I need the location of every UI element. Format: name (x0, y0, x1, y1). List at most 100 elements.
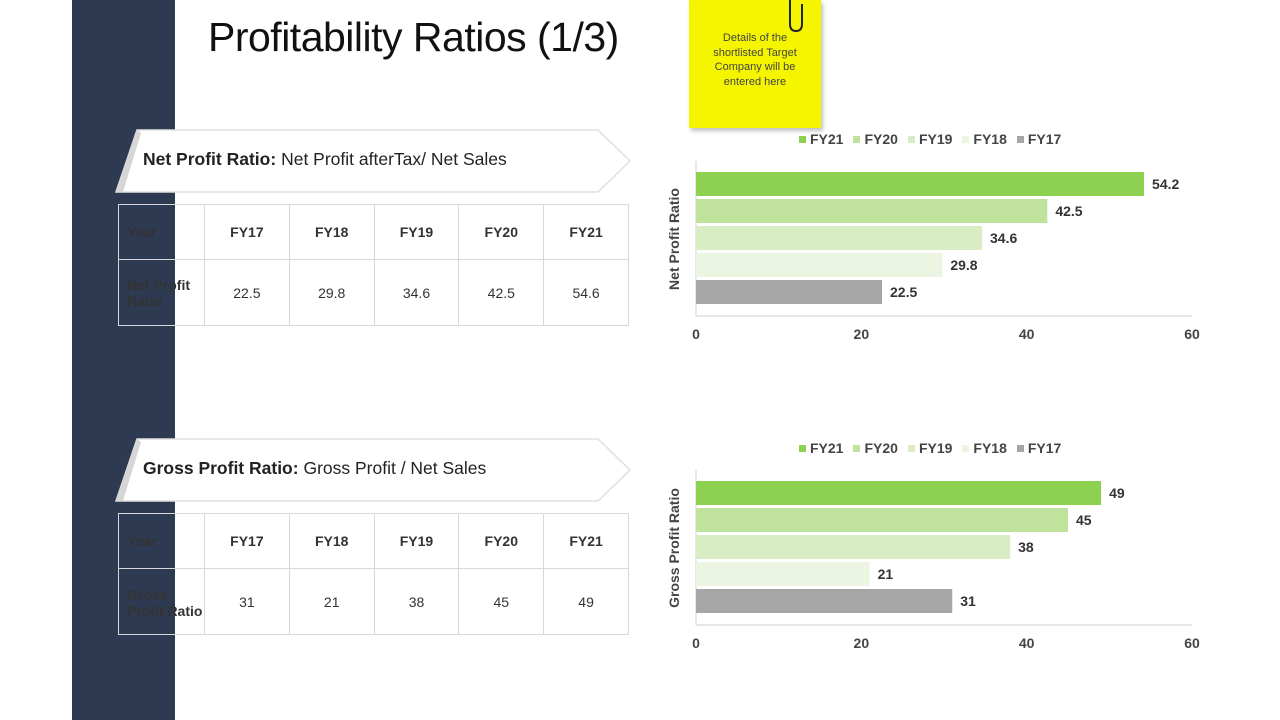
sticky-note-text: Details of the shortlisted Target Compan… (713, 32, 797, 88)
bar-fy17 (696, 589, 953, 613)
legend-label: FY21 (810, 131, 844, 147)
legend-swatch (853, 444, 861, 452)
legend-item: FY20 (853, 131, 898, 147)
legend-label: FY21 (810, 440, 844, 456)
net-profit-label: Net Profit Ratio: (143, 149, 277, 169)
legend-swatch (1016, 135, 1024, 143)
bar-fy20 (696, 508, 1068, 532)
legend-item: FY18 (962, 440, 1007, 456)
bar-value-label: 21 (878, 566, 894, 582)
x-tick-label: 20 (854, 635, 870, 651)
table-cell: 22.5 (204, 259, 290, 326)
gross-profit-banner: Gross Profit Ratio: Gross Profit / Net S… (115, 438, 632, 502)
y-axis-label: Gross Profit Ratio (666, 488, 682, 608)
bar-fy20 (696, 199, 1048, 223)
table-header-row: Year FY17 FY18 FY19 FY20 FY21 (118, 513, 629, 569)
legend-swatch (853, 135, 861, 143)
bar-value-label: 29.8 (950, 257, 977, 273)
bar-value-label: 31 (960, 593, 976, 609)
bar-value-label: 34.6 (990, 230, 1017, 246)
net-profit-formula: Net Profit Ratio: Net Profit afterTax/ N… (143, 149, 507, 170)
table-cell: 34.6 (373, 259, 460, 326)
net-profit-table: Year FY17 FY18 FY19 FY20 FY21 Net Profit… (118, 204, 629, 326)
table-header-cell: FY21 (543, 513, 629, 569)
x-tick-label: 40 (1019, 326, 1035, 342)
legend-swatch (799, 135, 806, 143)
table-row: Net Profit Ratio 22.5 29.8 34.6 42.5 54.… (118, 259, 629, 326)
table-row-label: Net Profit Ratio (118, 259, 205, 326)
table-cell: 31 (204, 568, 290, 635)
legend-item: FY20 (853, 440, 898, 456)
page-title: Profitability Ratios (1/3) (208, 14, 619, 60)
x-tick-label: 40 (1019, 635, 1035, 651)
table-row: Gross Profit Ratio 31 21 38 45 49 (118, 568, 629, 635)
table-cell: 21 (288, 568, 375, 635)
legend-label: FY18 (973, 131, 1007, 147)
table-header-cell: Year (118, 204, 205, 260)
bar-fy21 (696, 481, 1102, 505)
bar-value-label: 38 (1018, 539, 1034, 555)
legend-label: FY19 (918, 440, 953, 456)
table-cell: 54.6 (543, 259, 629, 326)
x-tick-label: 60 (1184, 635, 1200, 651)
legend-swatch (1016, 444, 1024, 452)
gross-profit-table: Year FY17 FY18 FY19 FY20 FY21 Gross Prof… (118, 513, 629, 635)
gross-profit-formula-text: Gross Profit / Net Sales (303, 458, 487, 478)
bar-value-label: 54.2 (1152, 176, 1179, 192)
table-cell: 42.5 (458, 259, 545, 326)
table-row-label: Gross Profit Ratio (118, 568, 205, 635)
table-cell: 38 (373, 568, 460, 635)
bar-value-label: 42.5 (1055, 203, 1082, 219)
legend-item: FY21 (799, 440, 843, 456)
bar-fy19 (696, 535, 1011, 559)
table-header-cell: FY21 (543, 204, 629, 260)
bar-value-label: 22.5 (890, 284, 917, 300)
legend-swatch (962, 444, 970, 452)
table-header-cell: FY17 (204, 204, 290, 260)
x-tick-label: 0 (692, 326, 700, 342)
table-cell: 45 (458, 568, 545, 635)
gross-profit-chart: FY21 FY20 FY19 FY18 FY17 0 20 40 60 49 45 38 21 31 Gr… (655, 438, 1215, 668)
table-header-cell: FY20 (458, 513, 545, 569)
x-tick-label: 60 (1184, 326, 1200, 342)
legend-item: FY19 (907, 131, 953, 147)
legend-item: FY21 (799, 131, 843, 147)
bar-fy17 (696, 280, 882, 304)
table-header-cell: Year (118, 513, 205, 569)
table-header-cell: FY20 (458, 204, 545, 260)
bar-value-label: 49 (1109, 485, 1125, 501)
legend-label: FY17 (1027, 131, 1062, 147)
net-profit-formula-text: Net Profit afterTax/ Net Sales (281, 149, 507, 169)
legend-swatch (799, 444, 806, 452)
legend-swatch (907, 135, 915, 143)
bar-value-label: 45 (1076, 512, 1092, 528)
legend-swatch (962, 135, 970, 143)
x-tick-label: 0 (692, 635, 700, 651)
bar-fy18 (696, 253, 943, 277)
legend-label: FY20 (864, 131, 898, 147)
gross-profit-formula: Gross Profit Ratio: Gross Profit / Net S… (143, 458, 486, 479)
gross-profit-label: Gross Profit Ratio: (143, 458, 299, 478)
y-axis-label: Net Profit Ratio (666, 188, 682, 290)
chart-legend: FY21 FY20 FY19 FY18 FY17 (799, 440, 1061, 456)
table-header-cell: FY18 (288, 204, 375, 260)
legend-item: FY19 (907, 440, 953, 456)
x-tick-label: 20 (854, 326, 870, 342)
legend-label: FY18 (973, 440, 1007, 456)
table-header-cell: FY19 (373, 513, 460, 569)
net-profit-banner: Net Profit Ratio: Net Profit afterTax/ N… (115, 129, 632, 193)
net-profit-chart-svg: 0 20 40 60 54.2 42.5 34.6 29.8 22.5 Net Profit Ra… (666, 161, 1200, 342)
bar-fy18 (696, 562, 870, 586)
bar-fy19 (696, 226, 983, 250)
legend-label: FY20 (864, 440, 898, 456)
sticky-note: Details of the shortlisted Target Compan… (689, 0, 821, 128)
chart-legend: FY21 FY20 FY19 FY18 FY17 (799, 131, 1061, 147)
legend-label: FY19 (918, 131, 953, 147)
legend-label: FY17 (1027, 440, 1062, 456)
paperclip-icon (789, 0, 803, 33)
legend-item: FY17 (1016, 440, 1062, 456)
net-profit-chart: FY21 FY20 FY19 FY18 FY17 0 20 40 60 54.2 42.5 34.6… (655, 129, 1215, 359)
gross-profit-chart-svg: 0 20 40 60 49 45 38 21 31 Gross Profit Ratio (666, 470, 1200, 651)
table-header-cell: FY18 (288, 513, 375, 569)
table-header-cell: FY19 (373, 204, 460, 260)
